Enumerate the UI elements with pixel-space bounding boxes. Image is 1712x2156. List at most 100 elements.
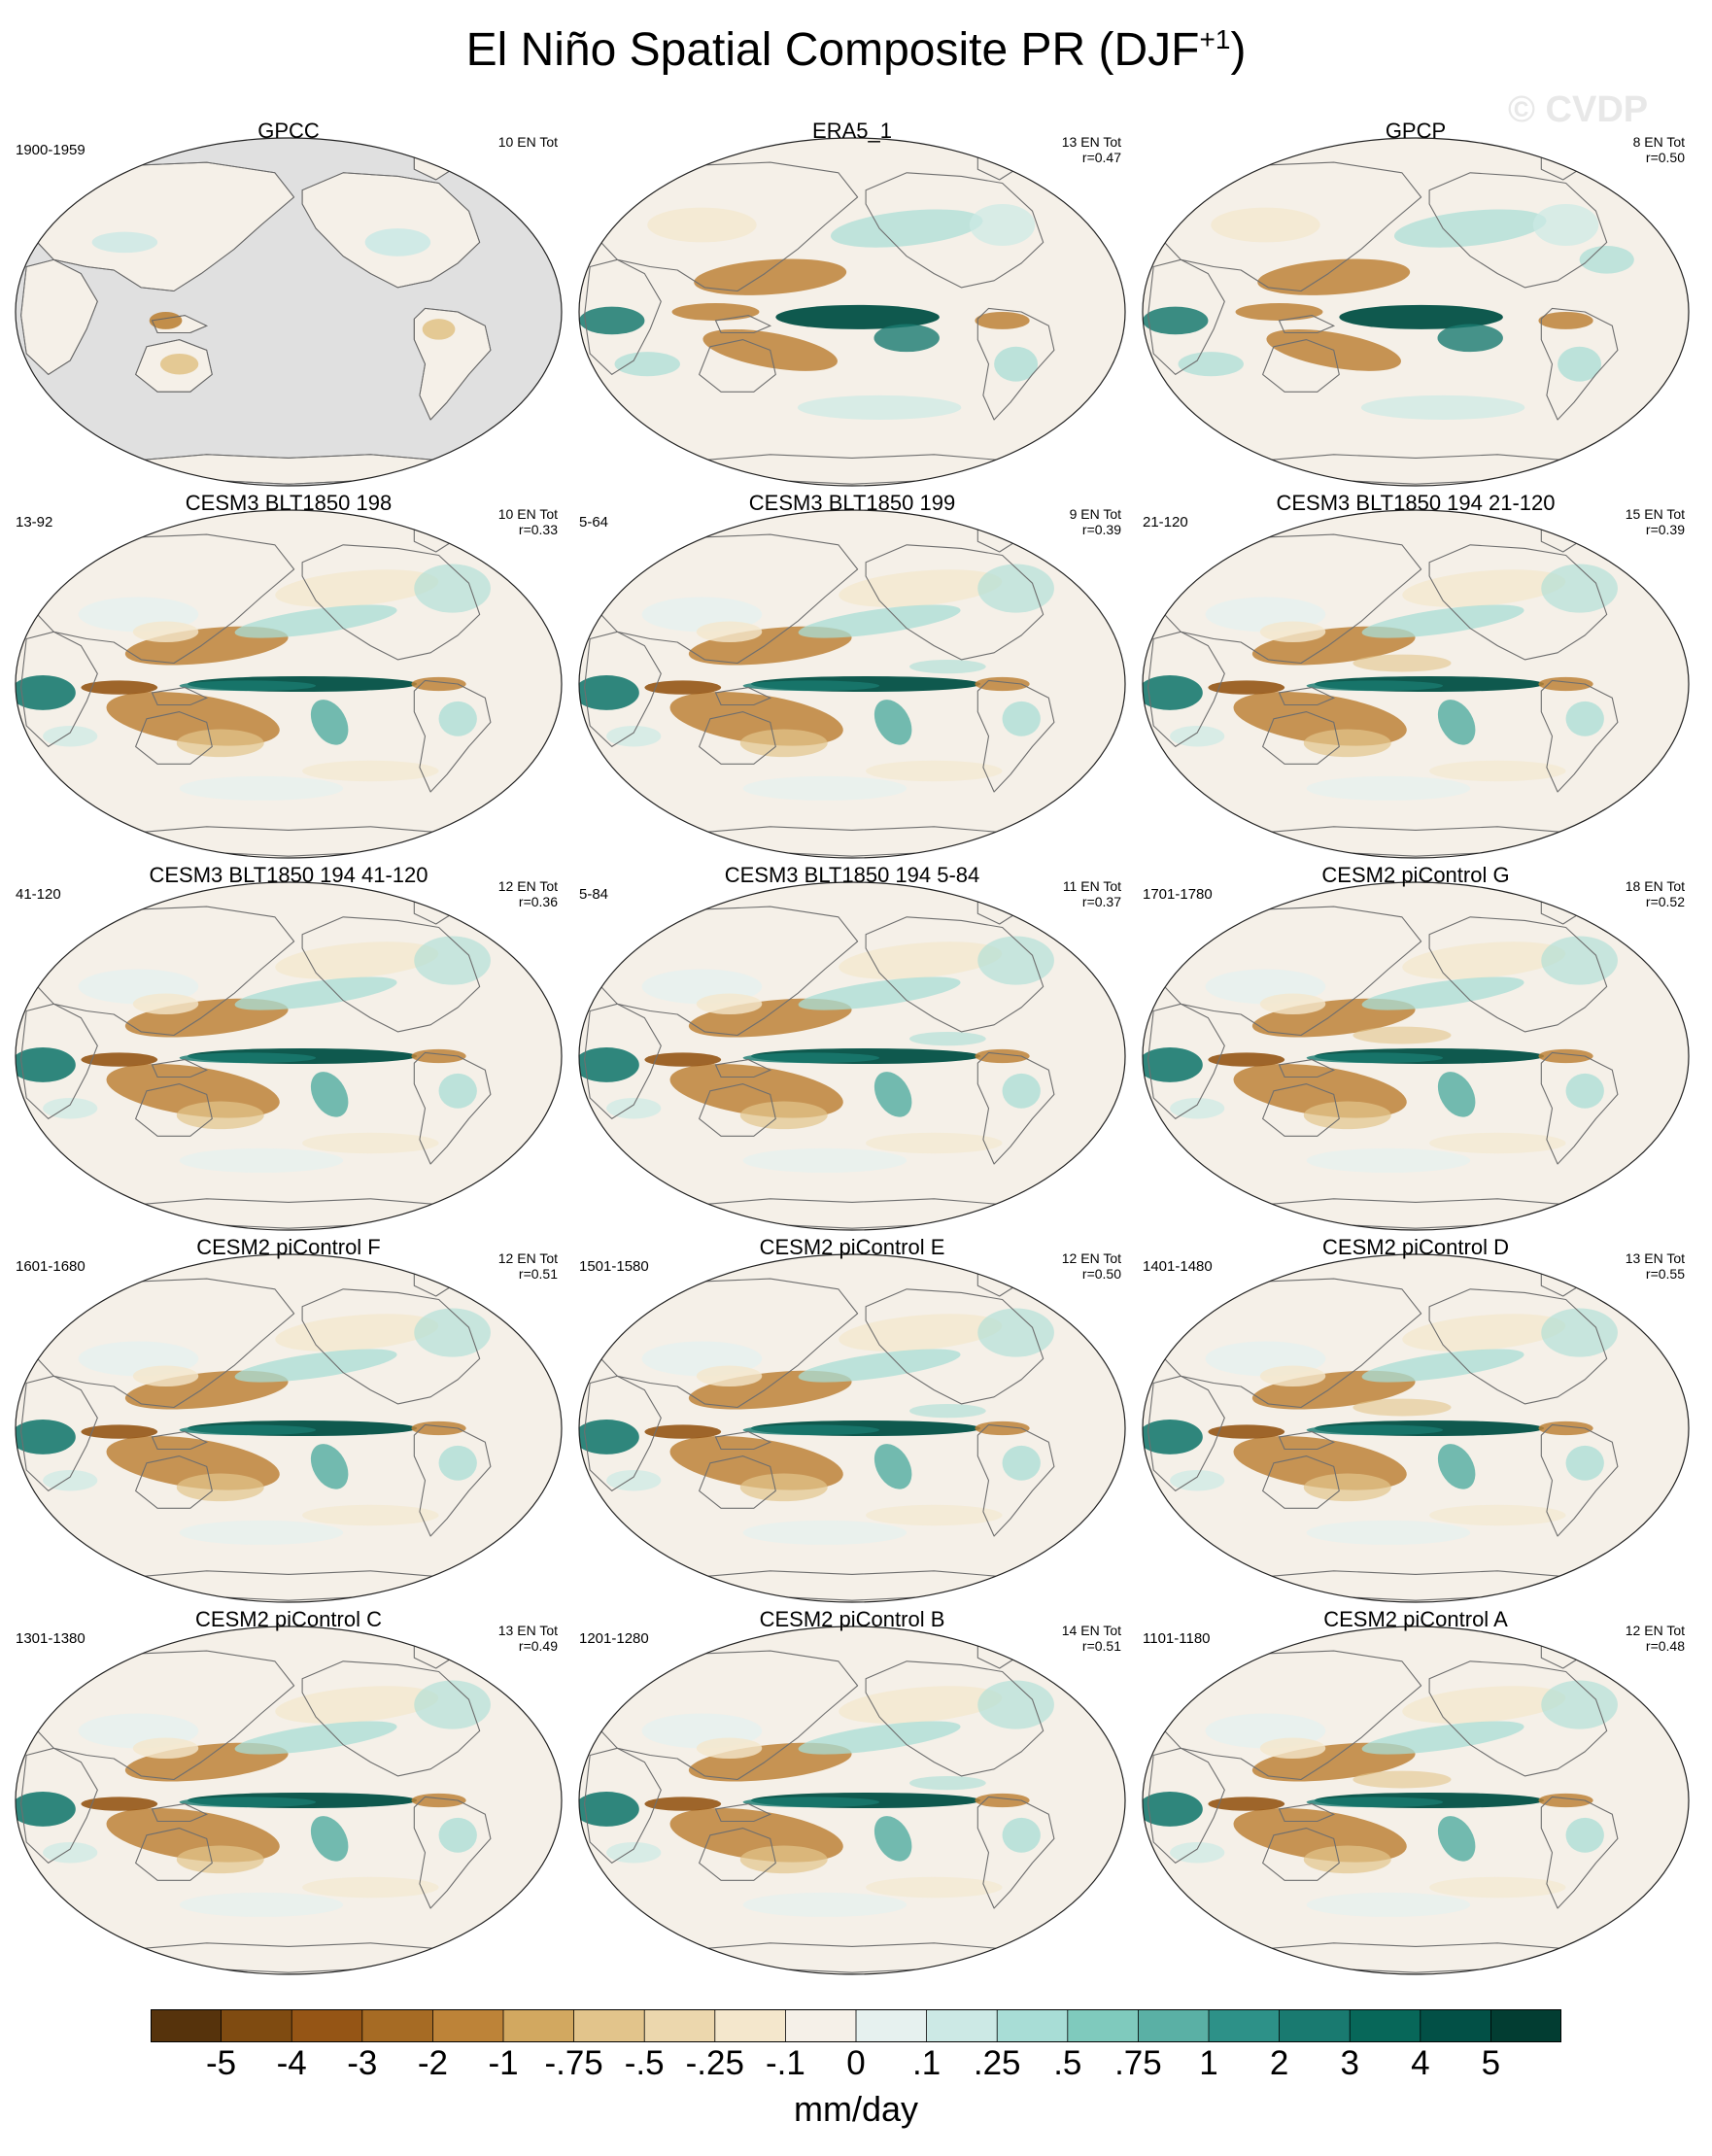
central-pacific-wet-core: [1306, 1052, 1444, 1064]
coastline-north-america: [865, 544, 1044, 661]
central-pacific-wet-core: [1306, 1424, 1444, 1436]
south-atlantic-wet: [1565, 701, 1604, 736]
north-pacific-wet: [830, 209, 983, 248]
north-pacific-storm-track-wet: [234, 976, 397, 1010]
coastline-eurasia: [37, 161, 295, 291]
eurasia-dry: [647, 207, 757, 243]
australia-dry: [1303, 1845, 1391, 1874]
coastline-eurasia: [599, 161, 859, 292]
panel-pattern-correlation: r=0.50: [1081, 1266, 1121, 1282]
east-asia-dry: [132, 1737, 199, 1760]
colorbar-swatch: [1138, 2009, 1210, 2042]
indian-ocean-wet-west: [16, 1420, 76, 1454]
coastline-south-america: [1540, 679, 1619, 793]
coastline-north-america: [301, 544, 481, 661]
panel-event-count: 15 EN Tot: [1625, 506, 1685, 522]
colorbar-tick-label: -.5: [624, 2044, 665, 2082]
atlantic-wet: [1579, 245, 1634, 274]
coastline-maritime-continent: [714, 1803, 772, 1823]
precipitation-anomaly-field: [579, 148, 1055, 485]
northern-south-america-dry: [1538, 312, 1593, 329]
panel-years: 1201-1280: [579, 1630, 649, 1647]
spcz-wet-arm: [873, 1072, 912, 1117]
australia-dry: [1303, 729, 1391, 758]
precipitation-anomaly-field: [579, 1264, 1055, 1601]
colorbar-swatch: [644, 2009, 716, 2042]
coastline-africa: [1147, 1003, 1225, 1119]
coastline-australia: [1262, 1828, 1340, 1881]
south-indian-wet: [43, 1841, 98, 1864]
eurasia-dry: [1211, 207, 1320, 243]
map-panel: CESM2 piControl C 1301-1380 13 EN Tot r=0.4…: [12, 1607, 565, 1978]
north-pacific-storm-track-wet: [798, 604, 961, 638]
east-asia-dry: [696, 1737, 763, 1760]
southern-ocean-wet: [179, 775, 344, 801]
north-atlantic-wet: [1541, 1680, 1618, 1729]
maritime-continent-dry: [644, 680, 722, 695]
map-border: [578, 509, 1126, 859]
spcz-wet-arm: [310, 1816, 349, 1862]
panel-title: CESM3 BLT1850 194 21-120: [1276, 491, 1556, 515]
colorbar-tick-label: -5: [206, 2044, 237, 2082]
east-asia-dry: [696, 993, 763, 1015]
maritime-continent-dry: [671, 303, 760, 321]
southern-ocean-dry: [866, 1876, 1003, 1899]
coastline-maritime-continent: [714, 1431, 772, 1451]
coastline-africa: [20, 1375, 98, 1491]
south-indian-wet: [614, 352, 680, 377]
coastline-maritime-continent: [151, 1059, 209, 1078]
panel-years: 1301-1380: [16, 1630, 86, 1647]
southern-ocean-wet: [1306, 1892, 1471, 1917]
australia-dry: [739, 1845, 828, 1874]
colorbar-swatch: [151, 2009, 222, 2042]
coastline-eurasia: [36, 906, 295, 1037]
map-panel: ERA5_1 13 EN Tot r=0.47: [575, 119, 1129, 490]
coastline-south-america: [976, 1796, 1055, 1909]
colorbar-tick-label: .25: [973, 2044, 1021, 2082]
coastline-north-america: [865, 172, 1044, 289]
south-atlantic-wet: [1002, 1445, 1041, 1481]
coastline-africa: [20, 1003, 98, 1119]
precipitation-map: [1142, 137, 1690, 487]
south-indian-wet: [606, 1841, 662, 1864]
north-pacific-storm-track-wet: [1361, 1349, 1524, 1383]
indian-ocean-wet-west: [16, 675, 76, 710]
panel-event-count: 12 EN Tot: [1061, 1250, 1121, 1266]
precipitation-map: [1142, 509, 1690, 859]
coastline-australia: [135, 339, 213, 393]
map-panel: CESM2 piControl F 1601-1680 12 EN Tot r=0.5…: [12, 1235, 565, 1606]
north-atlantic-wet: [977, 936, 1054, 985]
indian-ocean-wet-west: [579, 1420, 639, 1454]
spcz-wet-arm: [873, 1816, 912, 1862]
coastline-eurasia: [36, 533, 295, 665]
east-asia-dry: [1259, 1737, 1326, 1760]
central-pacific-wet-core: [742, 680, 880, 692]
extratropical-pacific-dry: [1402, 1686, 1566, 1724]
eastern-pacific-wet: [1437, 324, 1503, 353]
coastline-maritime-continent: [714, 687, 772, 706]
south-atlantic-wet: [1002, 1817, 1041, 1853]
australia-dry: [739, 1101, 828, 1130]
east-asia-dry: [132, 1365, 199, 1387]
map-border: [1142, 1626, 1690, 1975]
precipitation-anomaly-field: [1143, 892, 1619, 1229]
panel-event-count: 13 EN Tot: [1061, 134, 1121, 150]
coastline-eurasia: [599, 1650, 859, 1781]
panel-years: 13-92: [16, 514, 53, 530]
east-asia-dry: [132, 993, 199, 1015]
colorbar-swatch: [785, 2009, 857, 2042]
subtropical-north-pacific-dry: [1352, 1770, 1452, 1789]
south-atlantic-wet: [994, 346, 1039, 382]
northeast-pacific-wet: [909, 1403, 986, 1419]
map-border: [1142, 137, 1690, 487]
eastern-pacific-wet: [873, 324, 940, 353]
central-pacific-wet-core: [179, 1052, 317, 1064]
coastline-maritime-continent: [151, 1803, 209, 1823]
coastline-africa: [584, 631, 662, 747]
subtropical-north-pacific-dry: [1352, 654, 1452, 672]
map-border: [15, 509, 563, 859]
colorbar-tick-label: 0: [846, 2044, 866, 2082]
panel-pattern-correlation: r=0.51: [1081, 1638, 1121, 1654]
coastline-south-america: [976, 1423, 1055, 1537]
coastline-australia: [699, 711, 776, 765]
